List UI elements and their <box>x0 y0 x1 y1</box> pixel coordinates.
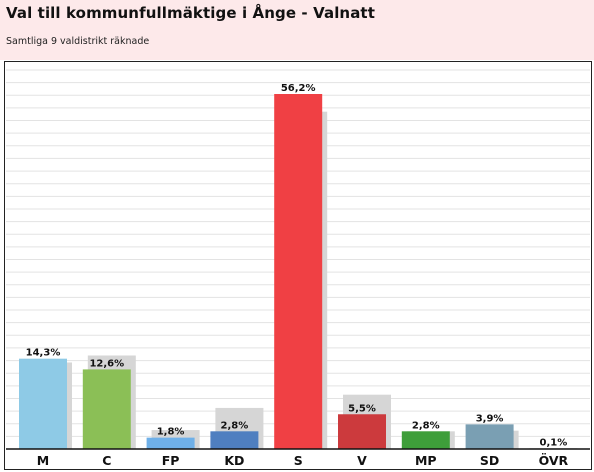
bar-V <box>338 414 386 449</box>
bar-chart: 14,3% M 12,6% C 1,8% FP 2,8% KD 56,2% S 5,5% V 2,8% M… <box>6 69 590 468</box>
page-title: Val till kommunfullmäktige i Ånge - Valn… <box>6 4 375 22</box>
value-label-S: 56,2% <box>281 83 316 94</box>
bar-SD <box>465 424 514 449</box>
bar-KD <box>210 431 259 449</box>
category-label-S: S <box>294 453 303 468</box>
header-band: Val till kommunfullmäktige i Ånge - Valn… <box>0 0 594 60</box>
category-label-C: C <box>102 453 111 468</box>
value-label-FP: 1,8% <box>157 427 185 438</box>
value-label-KD: 2,8% <box>221 420 249 431</box>
category-label-ÖVR: ÖVR <box>539 453 569 468</box>
bar-M <box>19 358 67 449</box>
value-label-V: 5,5% <box>348 403 376 414</box>
value-label-SD: 3,9% <box>476 413 504 424</box>
value-label-MP: 2,8% <box>412 420 440 431</box>
category-label-KD: KD <box>224 453 244 468</box>
bar-MP <box>401 431 450 449</box>
value-label-M: 14,3% <box>26 348 61 359</box>
category-label-M: M <box>37 453 49 468</box>
value-label-C: 12,6% <box>89 358 124 369</box>
bar-S <box>274 94 323 450</box>
page-subtitle: Samtliga 9 valdistrikt räknade <box>6 36 150 47</box>
value-label-ÖVR: 0,1% <box>540 437 568 448</box>
category-label-V: V <box>357 453 367 468</box>
category-label-MP: MP <box>415 453 437 468</box>
chart-frame: 14,3% M 12,6% C 1,8% FP 2,8% KD 56,2% S 5,5% V 2,8% M… <box>4 61 592 470</box>
bar-C <box>82 369 131 449</box>
category-label-SD: SD <box>480 453 499 468</box>
bar-FP <box>146 437 195 449</box>
category-label-FP: FP <box>162 453 180 468</box>
